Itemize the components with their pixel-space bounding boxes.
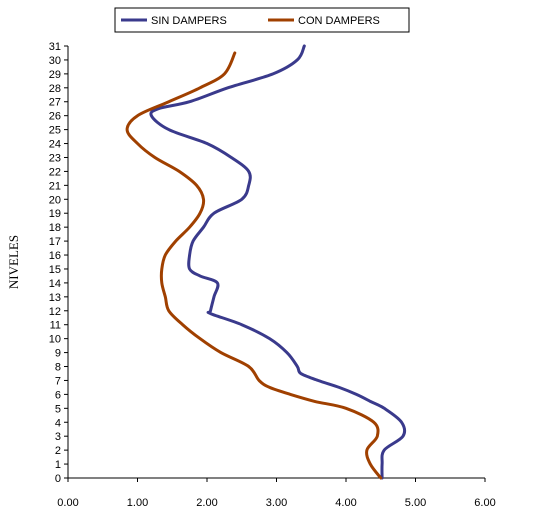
y-tick-label: 27 — [49, 97, 61, 109]
x-tick-label: 3.00 — [266, 497, 287, 509]
y-tick-label: 15 — [49, 264, 61, 276]
y-tick-label: 2 — [55, 445, 61, 457]
y-tick-label: 17 — [49, 236, 61, 248]
x-tick-label: 1.00 — [127, 497, 148, 509]
y-tick-label: 28 — [49, 83, 61, 95]
y-tick-label: 21 — [49, 180, 61, 192]
x-tick-label: 5.00 — [405, 497, 426, 509]
series-line-sin-dampers — [149, 44, 407, 480]
y-tick-label: 0 — [55, 473, 61, 485]
y-tick-label: 14 — [49, 278, 61, 290]
x-tick-label: 2.00 — [196, 497, 217, 509]
legend-box — [114, 7, 410, 33]
y-tick-label: 13 — [49, 292, 61, 304]
y-tick-label: 30 — [49, 55, 61, 67]
y-tick-label: 4 — [55, 417, 61, 429]
y-tick-label: 11 — [50, 320, 61, 332]
y-tick-label: 29 — [49, 69, 61, 81]
y-tick-label: 12 — [49, 306, 61, 318]
y-tick-label: 18 — [49, 222, 61, 234]
y-tick-label: 19 — [49, 208, 61, 220]
y-tick-label: 3 — [55, 431, 61, 443]
y-tick-label: 10 — [49, 334, 61, 346]
x-tick-label: 0.00 — [57, 497, 78, 509]
y-tick-label: 24 — [49, 139, 61, 151]
y-tick-label: 7 — [55, 375, 61, 387]
legend: SIN DAMPERS CON DAMPERS — [114, 7, 410, 33]
y-tick-label: 8 — [55, 362, 61, 374]
y-tick-label: 1 — [55, 459, 61, 471]
y-tick-label: 5 — [55, 403, 61, 415]
x-tick-label: 4.00 — [335, 497, 356, 509]
y-tick-label: 26 — [49, 111, 61, 123]
x-tick-label: 6.00 — [474, 497, 495, 509]
series-line-con-dampers — [125, 51, 383, 480]
legend-label-con-dampers: CON DAMPERS — [298, 15, 380, 27]
y-tick-label: 25 — [49, 125, 61, 137]
y-tick-label: 9 — [55, 348, 61, 360]
y-tick-label: 31 — [49, 41, 61, 53]
y-tick-label: 23 — [49, 152, 61, 164]
y-tick-label: 6 — [55, 389, 61, 401]
y-axis-label: NIVELES — [6, 235, 21, 289]
series-layer — [125, 44, 407, 480]
y-tick-label: 20 — [49, 194, 61, 206]
y-tick-label: 16 — [49, 250, 61, 262]
axes: 0123456789101112131415161718192021222324… — [49, 41, 496, 509]
legend-label-sin-dampers: SIN DAMPERS — [151, 15, 227, 27]
y-tick-label: 22 — [49, 166, 61, 178]
